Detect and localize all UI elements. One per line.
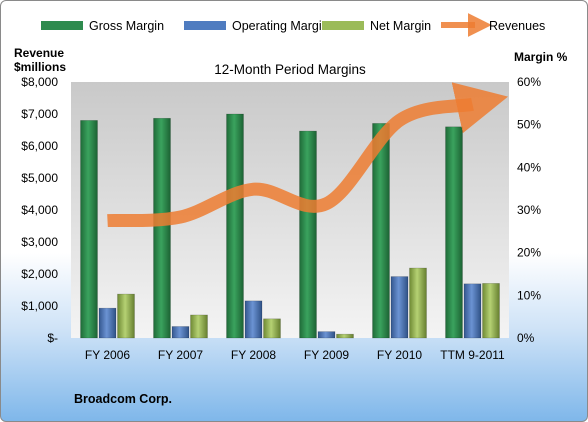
legend-label-revenues: Revenues bbox=[489, 19, 545, 33]
left-tick-label: $5,000 bbox=[21, 171, 58, 185]
operating-margin-bar bbox=[244, 300, 263, 339]
x-axis-categories: FY 2006 FY 2007 FY 2008 FY 2009 FY 2010 TTM 9… bbox=[85, 348, 505, 362]
left-tick-label: $- bbox=[47, 331, 58, 345]
right-tick-label: 0% bbox=[517, 331, 535, 345]
legend-swatch-operating-margin bbox=[184, 21, 226, 30]
right-axis-title: Margin % bbox=[514, 50, 568, 64]
legend-item-revenues: Revenues bbox=[441, 13, 545, 37]
gross-margin-bar bbox=[226, 113, 244, 339]
right-tick-label: 50% bbox=[517, 118, 541, 132]
legend-label-net-margin: Net Margin bbox=[370, 19, 431, 33]
legend-item-operating-margin: Operating Margin bbox=[184, 19, 329, 33]
right-tick-label: 10% bbox=[517, 288, 541, 302]
operating-margin-bar bbox=[463, 283, 482, 339]
gross-margin-bar bbox=[445, 126, 463, 339]
x-tick-label: FY 2007 bbox=[158, 348, 203, 362]
left-tick-label: $2,000 bbox=[21, 267, 58, 281]
legend-item-gross-margin: Gross Margin bbox=[41, 19, 164, 33]
net-margin-bar bbox=[409, 267, 427, 339]
x-tick-label: FY 2006 bbox=[85, 348, 130, 362]
left-axis-ticks: $- $1,000 $2,000 $3,000 $4,000 $5,000 $6,000 $7… bbox=[21, 75, 58, 345]
x-tick-label: TTM 9-2011 bbox=[440, 348, 505, 362]
left-tick-label: $1,000 bbox=[21, 299, 58, 313]
gross-margin-bar bbox=[299, 130, 317, 339]
revenue-series bbox=[107, 82, 509, 228]
x-tick-label: FY 2008 bbox=[231, 348, 276, 362]
net-margin-bar bbox=[190, 314, 208, 339]
left-axis-title-line2: $millions bbox=[14, 60, 66, 74]
left-tick-label: $4,000 bbox=[21, 203, 58, 217]
legend-label-gross-margin: Gross Margin bbox=[89, 19, 164, 33]
left-tick-label: $6,000 bbox=[21, 139, 58, 153]
right-axis-ticks: 0% 10% 20% 30% 40% 50% 60% bbox=[517, 75, 541, 345]
legend-item-net-margin: Net Margin bbox=[322, 19, 431, 33]
net-margin-bar bbox=[263, 318, 281, 339]
right-tick-label: 40% bbox=[517, 160, 541, 174]
left-tick-label: $8,000 bbox=[21, 75, 58, 89]
operating-margin-bar bbox=[98, 307, 117, 339]
operating-margin-bar bbox=[317, 331, 336, 339]
operating-margin-bar bbox=[171, 326, 190, 339]
right-tick-label: 30% bbox=[517, 203, 541, 217]
net-margin-bar bbox=[336, 333, 354, 339]
left-axis-title-line1: Revenue bbox=[14, 46, 64, 60]
company-label: Broadcom Corp. bbox=[74, 392, 172, 406]
right-tick-label: 20% bbox=[517, 246, 541, 260]
net-margin-bar bbox=[117, 293, 135, 339]
x-tick-label: FY 2009 bbox=[304, 348, 349, 362]
bar-series bbox=[80, 113, 500, 339]
left-tick-label: $3,000 bbox=[21, 235, 58, 249]
legend-label-operating-margin: Operating Margin bbox=[232, 19, 329, 33]
operating-margin-bar bbox=[390, 276, 409, 339]
gross-margin-bar bbox=[80, 120, 98, 339]
x-tick-label: FY 2010 bbox=[377, 348, 422, 362]
legend-swatch-gross-margin bbox=[41, 21, 83, 30]
plot-area bbox=[71, 82, 509, 338]
legend-swatch-net-margin bbox=[322, 21, 364, 30]
gross-margin-bar bbox=[372, 123, 390, 339]
left-tick-label: $7,000 bbox=[21, 107, 58, 121]
legend: Gross Margin Operating Margin Net Margin… bbox=[41, 13, 545, 37]
chart-title: 12-Month Period Margins bbox=[214, 62, 366, 77]
gross-margin-bar bbox=[153, 117, 171, 339]
right-tick-label: 60% bbox=[517, 75, 541, 89]
revenues-line bbox=[107, 82, 509, 228]
net-margin-bar bbox=[482, 283, 500, 339]
